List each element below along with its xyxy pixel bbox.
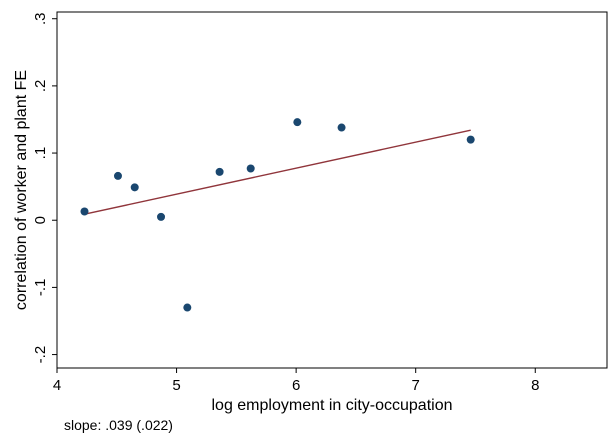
plot-area [56,11,608,369]
data-point [466,135,475,144]
y-tick-label: .1 [32,147,49,160]
x-tick-label: 8 [531,377,539,394]
y-tick-label: -.2 [32,346,49,364]
data-points [80,118,475,312]
y-tick-label: 0 [32,216,49,224]
fit-line [84,129,471,215]
axis-ticks: 4 5 6 7 8 -.2 -.1 0 .1 .2 .3 [32,12,539,394]
x-tick-label: 6 [292,377,300,394]
y-tick-label: .3 [32,12,49,25]
x-tick-label: 5 [172,377,180,394]
data-point [113,171,122,180]
data-point [157,212,166,221]
x-tick-label: 4 [53,377,61,394]
y-tick-label: .2 [32,80,49,93]
x-tick-label: 7 [412,377,420,394]
data-point [215,167,224,176]
data-point [246,164,255,173]
data-point [130,183,139,192]
data-point [183,303,192,312]
y-axis-title: correlation of worker and plant FE [13,70,30,310]
data-point [337,123,346,132]
data-point [80,207,89,216]
slope-note: slope: .039 (.022) [64,417,173,433]
data-point [293,118,302,127]
x-axis-title: log employment in city-occupation [211,397,452,414]
y-tick-label: -.1 [32,279,49,297]
